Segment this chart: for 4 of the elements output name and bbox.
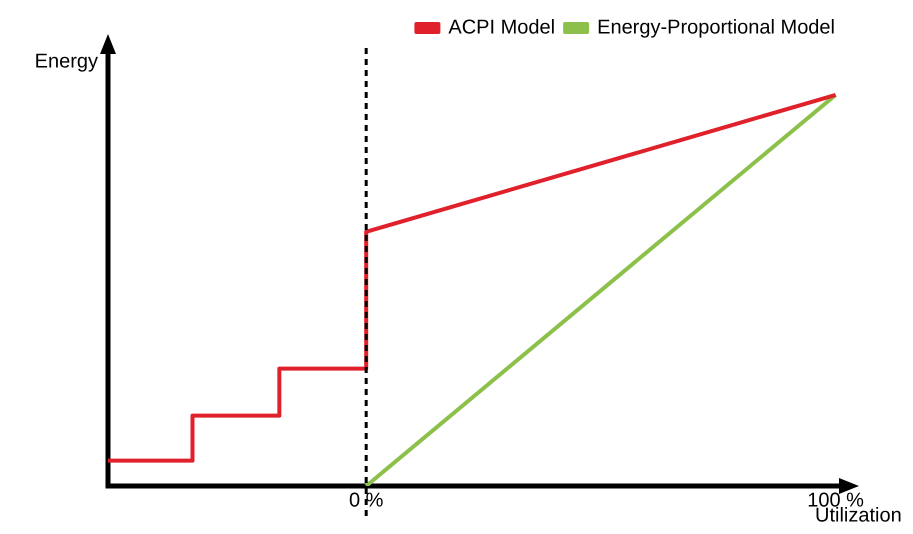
- y-axis-title: Energy: [34, 50, 98, 73]
- legend-label: ACPI Model: [448, 16, 556, 39]
- x-tick-label: 0 %: [348, 490, 384, 512]
- legend-label: Energy-Proportional Model: [597, 16, 836, 39]
